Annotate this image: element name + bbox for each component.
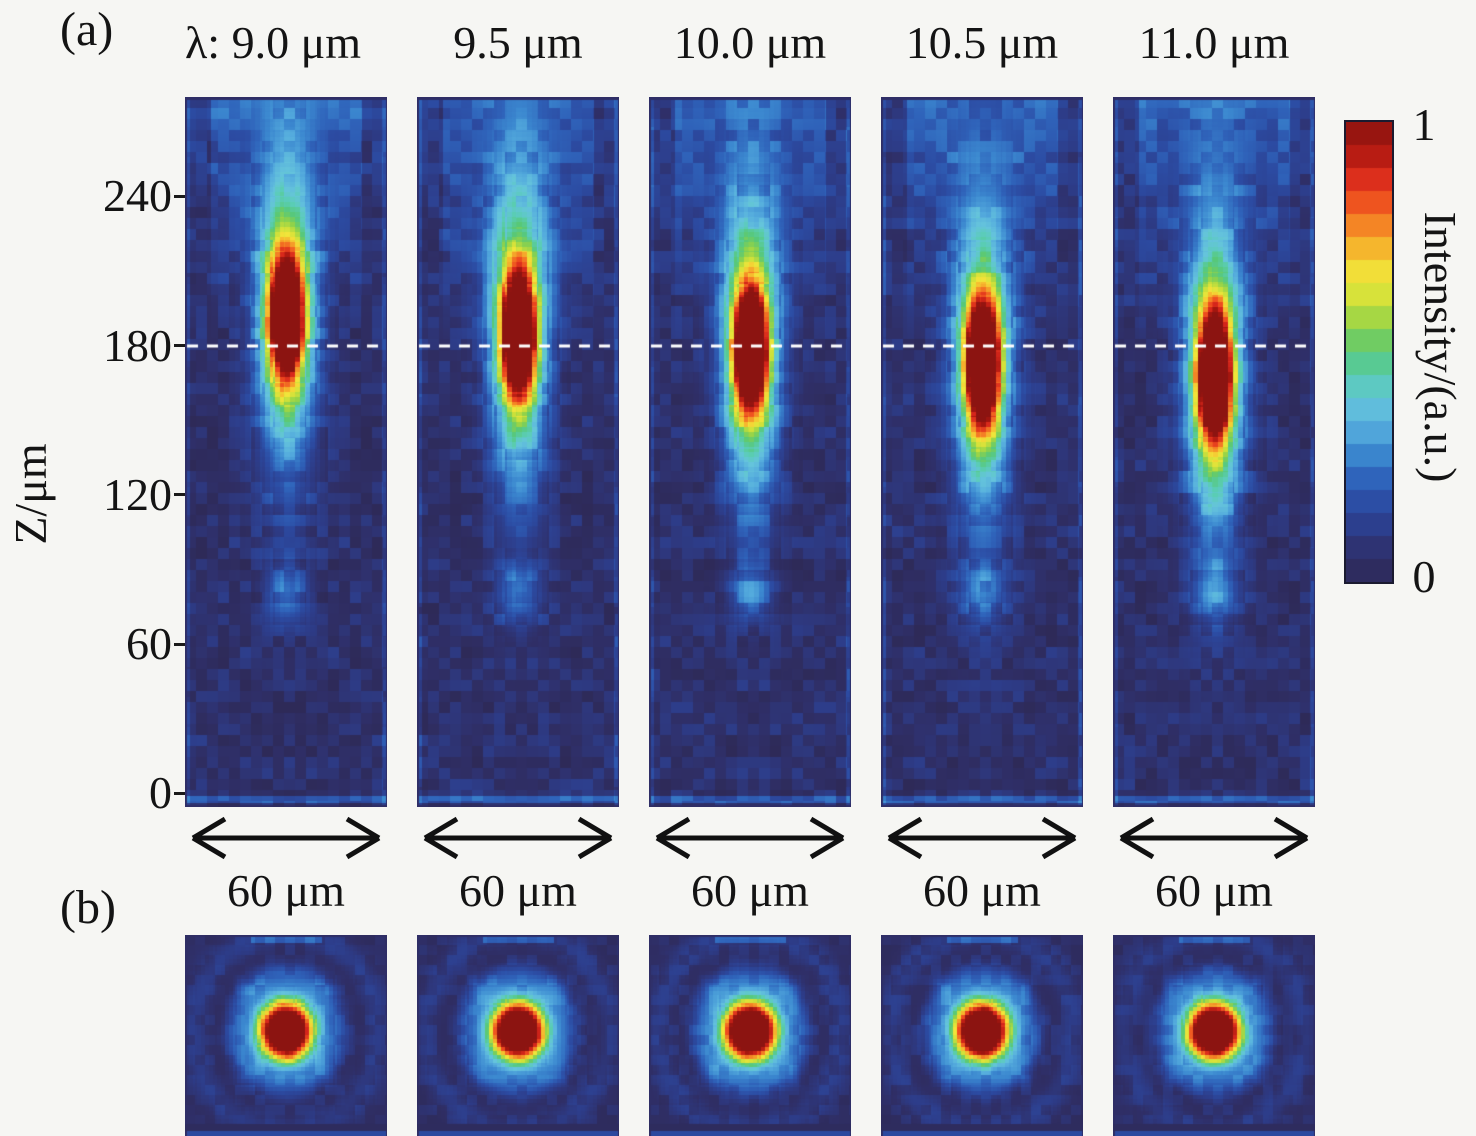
subfigure-label-b: (b): [60, 881, 116, 934]
colorbar-max-label: 1: [1412, 99, 1436, 150]
heatmap-xz-9.5um: [417, 97, 619, 807]
scale-arrow-4: [887, 816, 1077, 860]
heatmap-focalspot-9.5um: [417, 935, 619, 1136]
z-tick-120: 120: [103, 469, 172, 520]
scale-bar-label-2: 60 μm: [459, 865, 577, 916]
z-tickmark-60: [174, 643, 185, 646]
heatmap-xz-10.5um: [881, 97, 1083, 807]
scale-bar-label-1: 60 μm: [227, 865, 345, 916]
scale-bar-label-4: 60 μm: [923, 865, 1041, 916]
z-tick-240: 240: [103, 170, 172, 221]
scale-bar-label-3: 60 μm: [691, 865, 809, 916]
z-tickmark-0: [174, 792, 185, 795]
scale-arrow-2: [423, 816, 613, 860]
colorbar: [1344, 120, 1394, 584]
z-tick-0: 0: [149, 767, 172, 818]
colorbar-min-label: 0: [1412, 551, 1436, 602]
column-title-11.0um: 11.0 μm: [1138, 17, 1290, 68]
z-tickmark-120: [174, 493, 185, 496]
column-title-10.0um: 10.0 μm: [673, 17, 827, 68]
subfigure-label-a: (a): [60, 3, 114, 56]
heatmap-focalspot-11.0um: [1113, 935, 1315, 1136]
column-title-9.0um: λ: 9.0 μm: [184, 17, 362, 68]
heatmap-xz-9.0um: [185, 97, 387, 807]
scale-arrow-5: [1119, 816, 1309, 860]
heatmap-focalspot-10.0um: [649, 935, 851, 1136]
z-tickmark-180: [174, 344, 185, 347]
z-tick-180: 180: [103, 320, 172, 371]
z-tickmark-240: [174, 195, 185, 198]
colorbar-title: Intensity/(a.u.): [1415, 211, 1466, 483]
heatmap-focalspot-10.5um: [881, 935, 1083, 1136]
scale-bar-label-5: 60 μm: [1155, 865, 1273, 916]
scale-arrow-1: [191, 816, 381, 860]
heatmap-focalspot-9.0um: [185, 935, 387, 1136]
column-title-10.5um: 10.5 μm: [905, 17, 1059, 68]
z-tick-60: 60: [126, 618, 172, 669]
scale-arrow-3: [655, 816, 845, 860]
heatmap-xz-11.0um: [1113, 97, 1315, 807]
column-title-9.5um: 9.5 μm: [453, 17, 583, 68]
heatmap-xz-10.0um: [649, 97, 851, 807]
